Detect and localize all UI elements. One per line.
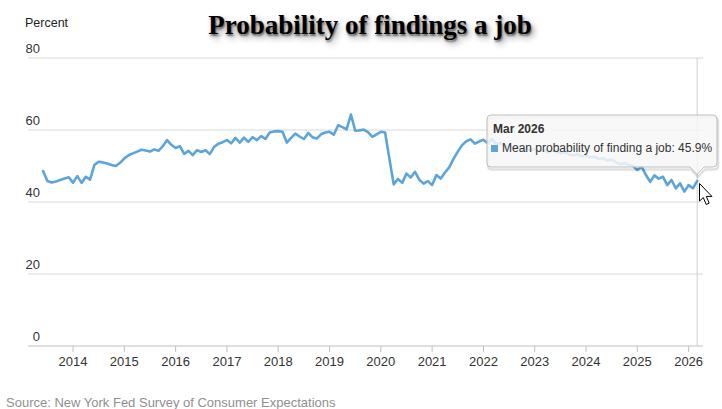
tooltip-text: Mean probability of finding a job: 45.9% (502, 141, 712, 155)
svg-text:40: 40 (26, 185, 40, 200)
svg-text:20: 20 (26, 257, 40, 272)
line-chart[interactable]: 80 60 40 20 0 2014 2015 2016 2017 2018 2019 2020 202… (0, 0, 722, 409)
tooltip-header: Mar 2026 (493, 122, 544, 136)
svg-text:80: 80 (26, 41, 40, 56)
source-note: Source: New York Fed Survey of Consumer … (6, 395, 336, 409)
svg-text:2023: 2023 (520, 354, 549, 369)
y-axis-unit-label: Percent (25, 16, 68, 30)
svg-text:2016: 2016 (161, 354, 190, 369)
series-marker-icon (491, 145, 498, 152)
tooltip-body: Mean probability of finding a job: 45.9% (491, 141, 712, 155)
svg-text:2014: 2014 (59, 354, 88, 369)
svg-text:2015: 2015 (110, 354, 139, 369)
svg-text:2025: 2025 (623, 354, 652, 369)
mouse-cursor-icon (699, 183, 715, 207)
svg-text:60: 60 (26, 113, 40, 128)
svg-text:0: 0 (33, 329, 40, 344)
svg-text:2020: 2020 (366, 354, 395, 369)
svg-text:2024: 2024 (572, 354, 601, 369)
svg-text:2022: 2022 (469, 354, 498, 369)
svg-text:2026: 2026 (674, 354, 703, 369)
svg-text:2017: 2017 (212, 354, 241, 369)
chart-title: Probability of findings a job (0, 10, 722, 41)
svg-text:2018: 2018 (264, 354, 293, 369)
svg-text:2019: 2019 (315, 354, 344, 369)
svg-text:2021: 2021 (418, 354, 447, 369)
chart-page: 80 60 40 20 0 2014 2015 2016 2017 2018 2019 2020 202… (0, 0, 722, 409)
